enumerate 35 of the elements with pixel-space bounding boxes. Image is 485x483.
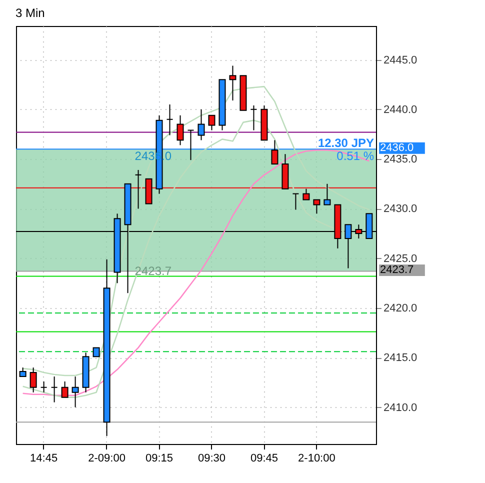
candlestick	[324, 183, 331, 206]
candlestick	[176, 114, 184, 146]
y-tick-label: 2445.0	[384, 54, 418, 66]
y-tick-label: 2410.0	[384, 402, 418, 414]
y-tick-label: 2425.0	[384, 252, 418, 265]
candlestick	[292, 193, 300, 210]
x-tick-label: 14:45	[30, 452, 58, 464]
x-tick-label: 09:45	[250, 452, 278, 464]
candlestick	[61, 380, 68, 398]
y-tick-label: 2440.0	[384, 104, 418, 116]
y-tick-label: 2435.0	[384, 154, 418, 166]
candlestick	[271, 140, 278, 165]
annotation: 12.30 JPY	[318, 136, 374, 150]
y-tick-label: 2420.0	[384, 302, 418, 314]
candlestick	[250, 104, 258, 131]
x-tick-label: 09:15	[146, 452, 174, 464]
ref-line-label: 2423.7	[380, 264, 414, 276]
candlestick	[40, 380, 48, 393]
x-tick-label: 09:30	[198, 452, 226, 464]
y-tick-label: 2415.0	[384, 352, 418, 364]
candlestick	[134, 169, 142, 210]
x-tick-label: 2-09:00	[88, 452, 126, 464]
candlestick	[166, 104, 174, 136]
y-tick-label: 2430.0	[384, 203, 418, 216]
ref-line-label: 2436.0	[380, 142, 414, 154]
candlestick	[72, 376, 79, 408]
candlestick	[229, 65, 236, 101]
candlestick	[208, 114, 216, 131]
candlestick	[198, 108, 205, 141]
candlestick	[30, 367, 37, 393]
candlestick	[313, 199, 320, 214]
x-tick-label: 2-10:00	[298, 452, 336, 464]
candlestick	[187, 130, 194, 161]
candlestick	[50, 376, 58, 403]
chart-title: 3 Min	[16, 6, 45, 20]
